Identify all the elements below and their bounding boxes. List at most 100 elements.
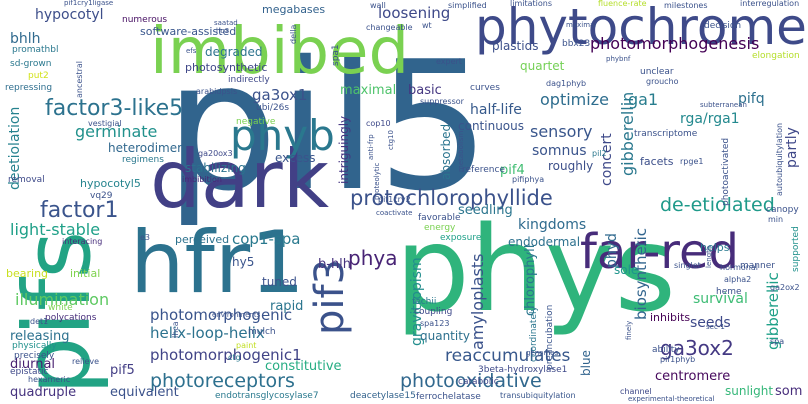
word-ferrochelatase: ferrochelatase <box>416 392 481 402</box>
word-ctg10: ctg10 <box>387 130 395 150</box>
word-som: som <box>775 384 803 399</box>
word-quadruple: quadruple <box>10 385 77 400</box>
word-pifiphya: pifiphya <box>512 175 545 184</box>
word-centromere: centromere <box>655 369 731 384</box>
word-photooxidative: photooxidative <box>400 370 542 392</box>
word-factor3-like5: factor3-like5 <box>45 96 184 121</box>
word-finely: finely <box>625 320 633 340</box>
word-survival: survival <box>693 291 748 307</box>
word-initial: initial <box>70 267 101 280</box>
word-pif4: pif4 <box>500 163 525 178</box>
word-imbibition: imbibition <box>182 175 222 184</box>
word-pre-incubation: pre-incubation <box>545 304 555 370</box>
word-put2: put2 <box>28 71 49 81</box>
word-heme: heme <box>716 287 742 297</box>
word-b-hlh: b-hlh <box>318 257 352 272</box>
word-rpge1: rpge1 <box>680 157 704 166</box>
word-concert: concert <box>599 133 615 186</box>
word-hormonal: hormonal <box>720 263 758 272</box>
word-mulch: mulch <box>248 327 276 337</box>
word-environments: environments <box>212 311 261 319</box>
word-numerous: numerous <box>122 15 168 25</box>
word-rapid: rapid <box>270 299 304 314</box>
word-wall: wall <box>370 1 386 10</box>
word-vq29: vq29 <box>90 191 113 201</box>
word-hy5: hy5 <box>232 255 255 269</box>
word-transubiquitylation: transubiquitylation <box>500 391 576 400</box>
word-deacetylase15: deacetylase15 <box>350 391 416 401</box>
word-hfr1: hfr1 <box>130 213 305 313</box>
word-curves: curves <box>470 83 500 93</box>
word-imbibed: imbibed <box>150 15 410 89</box>
word-sec-1: sec-1 <box>706 323 725 331</box>
word-reaccumulates: reaccumulates <box>445 346 571 366</box>
word-facets: facets <box>640 155 674 168</box>
word-relieve: relieve <box>72 357 100 366</box>
word-negative: negative <box>236 117 276 127</box>
word-singlet: singlet <box>674 261 701 270</box>
word-pif1cry1ligase: pif1cry1ligase <box>64 0 114 7</box>
word-loosening: loosening <box>378 4 451 22</box>
word-length: length <box>705 245 713 268</box>
word-partly: partly <box>784 127 800 168</box>
word-elongation: elongation <box>752 51 800 61</box>
word-catabolic: catabolic <box>458 377 499 387</box>
word-plastids: plastids <box>492 39 539 53</box>
word-manner: manner <box>740 261 775 271</box>
word-photosynthetic: photosynthetic <box>185 61 268 74</box>
word-factor1: factor1 <box>40 198 119 223</box>
word-pil5: pil5 <box>165 23 491 230</box>
word-vestigial: vestigial <box>88 119 122 128</box>
word-pif5: pif5 <box>110 363 135 378</box>
word-ho3: ho3 <box>216 27 230 35</box>
word-seeds: seeds <box>690 315 731 331</box>
word-releasing: releasing <box>10 329 70 344</box>
word-arabidpsis: arabidpsis <box>196 87 238 96</box>
word-sd-grown: sd-grown <box>10 59 52 69</box>
word-repressing: repressing <box>5 83 53 93</box>
word-energy: energy <box>424 223 456 233</box>
word-wt: wt <box>422 21 432 30</box>
word-blue: blue <box>579 350 593 376</box>
word-illumination: illumination <box>15 290 110 309</box>
word-epistatic: epistatic <box>10 367 49 377</box>
word-indirectly: indirectly <box>228 75 270 85</box>
word-hypocotyl5: hypocotyl5 <box>80 177 141 190</box>
word-intriguingly: intriguingly <box>337 115 351 184</box>
word-promathbl: promathbl <box>12 45 59 55</box>
word-3beta-hydroxylase1: 3beta-hydroxylase1 <box>478 365 568 375</box>
word-phytochromes: phytochromes <box>475 0 808 56</box>
word-endotransglycosylase7: endotransglycosylase7 <box>215 391 319 401</box>
word-phys: phys <box>395 200 676 338</box>
word-efs: efs <box>186 47 197 55</box>
word-metabolism: metabolism <box>457 130 465 172</box>
word-regimens: regimens <box>122 155 164 165</box>
word-favorable: favorable <box>418 213 461 223</box>
word-physically: physically <box>12 341 57 351</box>
word-somnus: somnus <box>532 143 587 159</box>
word-germinate: germinate <box>75 122 158 141</box>
word-removal: removal <box>8 175 45 185</box>
word-hexameric: hexameric <box>28 375 71 384</box>
word-stabilizing: stabilizing <box>185 161 246 175</box>
word-photomorphogenic1: photomorphogenic1 <box>150 346 302 364</box>
word-tuned: tuned <box>262 275 297 289</box>
word-sunlight: sunlight <box>725 384 774 398</box>
word-pif1phyb: pif1phyb <box>660 355 696 364</box>
word-precisely: precisely <box>14 351 55 361</box>
word-sole: sole <box>614 263 639 277</box>
word-half-life: half-life <box>470 102 522 118</box>
word-min: min <box>768 215 784 224</box>
word-pil2: pil2 <box>592 149 607 158</box>
word-quartet: quartet <box>520 59 565 73</box>
word-transcriptome: transcriptome <box>634 129 698 139</box>
word-interacing: interacing <box>62 237 103 246</box>
word-della: della <box>289 24 298 44</box>
word-excess: excess <box>275 151 316 165</box>
word-decision: decision <box>704 21 742 31</box>
word-lhca: lhca <box>171 321 180 338</box>
word-sensory: sensory <box>530 122 593 141</box>
word-software-assisted: software-assisted <box>140 25 237 38</box>
word-photomorphogenesis: photomorphogenesis <box>590 34 760 53</box>
